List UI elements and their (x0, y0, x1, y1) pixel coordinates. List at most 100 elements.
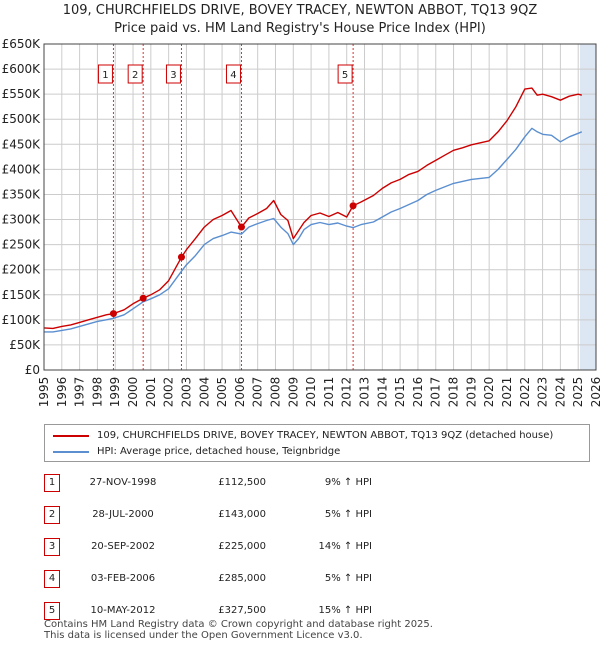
footer-copyright: Contains HM Land Registry data © Crown c… (44, 619, 433, 630)
sale-point (139, 294, 147, 302)
transaction-price: £225,000 (218, 541, 266, 552)
transaction-hpi-diff: 5% ↑ HPI (324, 509, 372, 520)
x-tick-label: 2005 (215, 377, 229, 408)
x-tick-label: 2013 (358, 377, 372, 408)
x-tick-label: 2026 (589, 377, 600, 408)
table-row: 1 27-NOV-1998 £112,500 9% ↑ HPI (44, 474, 464, 492)
sale-marker-label: 3 (170, 70, 176, 81)
y-tick-label: £350K (2, 187, 42, 201)
x-tick-label: 2012 (340, 377, 354, 408)
y-tick-label: £250K (2, 238, 42, 252)
footer-licence: This data is licensed under the Open Gov… (44, 630, 363, 641)
x-tick-label: 2021 (500, 377, 514, 408)
price-chart: £0 £50K £100K £150K £200K £250K £300K £350K £400… (2, 37, 600, 408)
transaction-hpi-diff: 5% ↑ HPI (324, 573, 372, 584)
transaction-price: £112,500 (218, 477, 266, 488)
transaction-date: 10-MAY-2012 (90, 605, 156, 616)
sale-marker-label: 2 (132, 70, 138, 81)
y-tick-label: £400K (2, 162, 42, 176)
transaction-price: £327,500 (218, 605, 266, 616)
y-tick-label: £100K (2, 313, 42, 327)
legend-label-property: 109, CHURCHFIELDS DRIVE, BOVEY TRACEY, N… (97, 430, 554, 441)
y-tick-label: £600K (2, 62, 42, 76)
chart-title-line2: Price paid vs. HM Land Registry's House … (114, 21, 486, 36)
sale-point (349, 202, 357, 210)
x-tick-label: 2010 (304, 377, 318, 408)
transaction-date: 27-NOV-1998 (89, 477, 157, 488)
x-tick-label: 1999 (108, 377, 122, 408)
table-row: 3 20-SEP-2002 £225,000 14% ↑ HPI (44, 538, 464, 556)
sale-marker-box (225, 64, 241, 84)
x-tick-label: 2002 (162, 377, 176, 408)
transaction-hpi-diff: 15% ↑ HPI (318, 605, 372, 616)
x-tick-label: 2016 (411, 377, 425, 408)
sale-marker-box (127, 64, 143, 84)
x-tick-label: 2015 (393, 377, 407, 408)
x-tick-label: 2011 (322, 377, 336, 408)
chart-title-line1: 109, CHURCHFIELDS DRIVE, BOVEY TRACEY, N… (62, 3, 538, 18)
shaded-period (579, 44, 596, 370)
sale-marker-label: 4 (230, 70, 236, 81)
x-tick-label: 2018 (447, 377, 461, 408)
sale-point (109, 310, 117, 318)
transaction-number: 4 (44, 570, 60, 588)
transaction-price: £285,000 (218, 573, 266, 584)
series-line-property (43, 87, 582, 330)
y-tick-label: £150K (2, 288, 42, 302)
series-line-hpi (44, 127, 583, 333)
x-tick-label: 2023 (536, 377, 550, 408)
sale-point (177, 253, 185, 261)
sale-marker-label: 1 (102, 70, 108, 81)
x-tick-label: 2009 (286, 377, 300, 408)
x-tick-label: 1997 (73, 377, 87, 408)
x-tick-label: 2003 (179, 377, 193, 408)
x-tick-label: 2017 (429, 377, 443, 408)
sale-marker-box (165, 64, 181, 84)
plot-frame (43, 43, 597, 371)
x-tick-label: 2008 (268, 377, 282, 408)
sale-marker-box (337, 64, 353, 84)
sale-point (237, 223, 245, 231)
transaction-date: 28-JUL-2000 (92, 509, 154, 520)
x-tick-label: 2022 (518, 377, 532, 408)
transaction-date: 20-SEP-2002 (91, 541, 155, 552)
footer-attribution: Contains HM Land Registry data © Crown c… (44, 619, 433, 641)
sale-marker-label: 5 (342, 70, 348, 81)
x-tick-label: 2000 (126, 377, 140, 408)
y-tick-label: £300K (2, 213, 42, 227)
y-tick-label: £650K (2, 37, 42, 51)
chart-legend: 109, CHURCHFIELDS DRIVE, BOVEY TRACEY, N… (44, 424, 590, 462)
y-tick-label: £0 (25, 363, 40, 377)
x-tick-label: 1998 (90, 377, 104, 408)
legend-swatch-property (53, 435, 89, 437)
transaction-price: £143,000 (218, 509, 266, 520)
sale-marker-box (97, 64, 113, 84)
x-tick-label: 2004 (197, 377, 211, 408)
x-tick-label: 2020 (482, 377, 496, 408)
transaction-number: 1 (44, 474, 60, 492)
transaction-hpi-diff: 9% ↑ HPI (324, 477, 372, 488)
y-tick-label: £450K (2, 137, 42, 151)
transaction-date: 03-FEB-2006 (90, 573, 156, 584)
table-row: 2 28-JUL-2000 £143,000 5% ↑ HPI (44, 506, 464, 524)
x-tick-label: 2025 (571, 377, 585, 408)
x-tick-label: 2001 (144, 377, 158, 408)
transaction-hpi-diff: 14% ↑ HPI (318, 541, 372, 552)
x-tick-label: 2007 (251, 377, 265, 408)
table-row: 5 10-MAY-2012 £327,500 15% ↑ HPI (44, 602, 464, 620)
plot-area (44, 44, 596, 370)
x-tick-label: 1996 (55, 377, 69, 408)
x-tick-label: 1995 (37, 377, 51, 408)
legend-label-hpi: HPI: Average price, detached house, Teig… (97, 446, 341, 457)
y-tick-label: £500K (2, 112, 42, 126)
y-tick-label: £50K (9, 338, 41, 352)
y-tick-label: £200K (2, 263, 42, 277)
legend-swatch-hpi (53, 451, 89, 453)
transaction-number: 2 (44, 506, 60, 524)
x-tick-label: 2014 (375, 377, 389, 408)
y-tick-label: £550K (2, 87, 42, 101)
transaction-number: 5 (44, 602, 60, 620)
x-tick-label: 2024 (553, 377, 567, 408)
x-tick-label: 2019 (464, 377, 478, 408)
x-tick-label: 2006 (233, 377, 247, 408)
